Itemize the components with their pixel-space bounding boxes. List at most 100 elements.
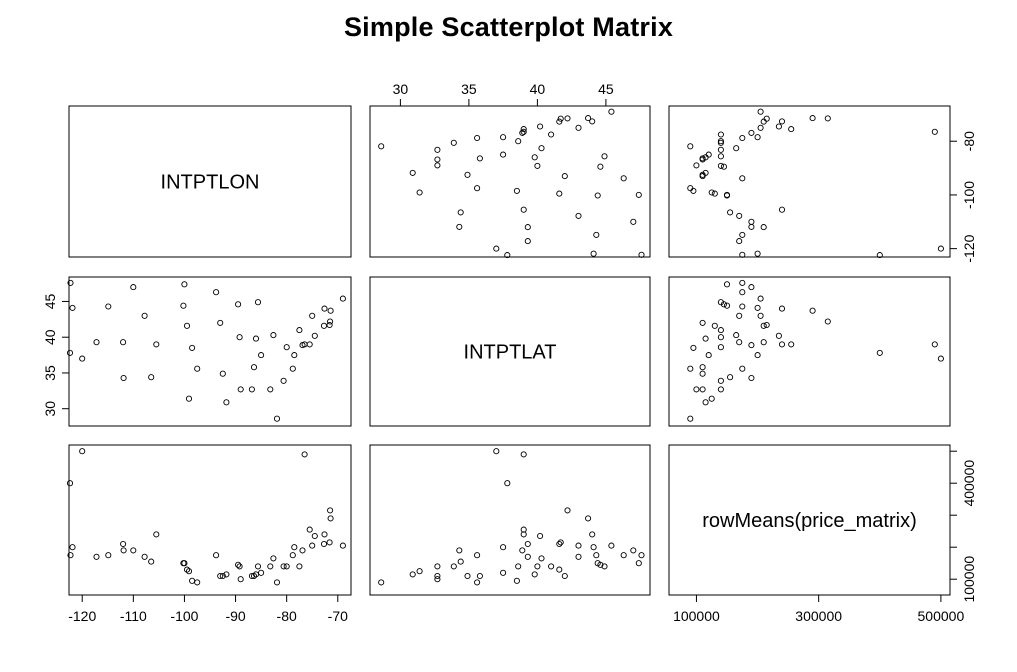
- data-point-r1-c2-1: [876, 349, 883, 356]
- data-point-r1-c0-44: [321, 305, 328, 312]
- data-point-r1-c0-26: [250, 364, 258, 371]
- data-point-r2-c1-45: [564, 507, 571, 514]
- data-point-r0-c2-43: [760, 118, 767, 125]
- data-point-r1-c2-15: [708, 395, 715, 402]
- data-point-r1-c2-44: [778, 305, 786, 312]
- data-point-r1-c0-22: [235, 301, 242, 308]
- diagonal-label-intptlat: INTPTLAT: [464, 342, 557, 364]
- data-point-r0-c2-11: [778, 206, 786, 213]
- data-point-r2-c1-38: [519, 547, 526, 554]
- data-point-r0-c2-23: [717, 162, 724, 169]
- data-point-r0-c2-9: [736, 212, 743, 219]
- data-point-r2-c0-29: [258, 569, 265, 576]
- data-point-r2-c0-30: [267, 563, 274, 570]
- data-point-r2-c1-24: [434, 576, 441, 583]
- data-point-r1-c0-23: [236, 334, 243, 341]
- data-point-r2-c0-0: [67, 552, 74, 559]
- data-point-r1-c2-38: [748, 342, 755, 349]
- data-point-r1-c0-6: [120, 339, 127, 346]
- right-axis-intptlon-tick-label-2: -80: [961, 131, 977, 151]
- data-point-r2-c0-16: [189, 577, 196, 584]
- data-point-r2-c0-43: [320, 540, 328, 548]
- data-point-r2-c0-13: [180, 560, 187, 567]
- data-point-r2-c0-48: [339, 542, 346, 549]
- data-point-r2-c1-21: [409, 571, 416, 578]
- data-point-r1-c2-41: [757, 312, 764, 319]
- data-point-r2-c0-38: [299, 547, 306, 554]
- data-point-r1-c0-8: [130, 284, 137, 291]
- data-point-r2-c1-47: [557, 539, 564, 546]
- data-point-r1-c2-34: [717, 344, 724, 351]
- data-point-r2-c1-36: [500, 544, 507, 551]
- data-point-r2-c0-34: [283, 563, 290, 570]
- data-point-r1-c2-42: [775, 332, 782, 339]
- data-point-r1-c2-10: [727, 374, 734, 381]
- data-point-r0-c2-26: [699, 155, 706, 162]
- data-point-r2-c1-43: [556, 540, 563, 548]
- data-point-r1-c0-3: [79, 355, 86, 362]
- data-point-r0-c2-31: [733, 145, 740, 152]
- data-point-r0-c1-34: [515, 138, 522, 145]
- data-point-r1-c2-40: [788, 341, 795, 348]
- data-point-r1-c2-3: [937, 355, 944, 362]
- data-point-r0-c1-46: [585, 115, 592, 122]
- data-point-r2-c1-6: [524, 540, 531, 548]
- data-point-r0-c1-41: [575, 124, 582, 131]
- data-point-r2-c1-25: [434, 572, 441, 580]
- bottom-axis-price-tick-label-2: 500000: [918, 608, 965, 624]
- data-point-r0-c2-15: [708, 189, 715, 196]
- data-point-r2-c0-44: [321, 531, 328, 538]
- data-point-r2-c0-33: [280, 563, 287, 570]
- data-point-r2-c1-8: [630, 547, 637, 554]
- data-point-r1-c0-48: [339, 295, 346, 302]
- data-point-r2-c0-2: [69, 544, 76, 551]
- right-axis-intptlon-tick-label-1: -100: [961, 181, 977, 209]
- data-point-r0-c1-33: [450, 139, 457, 146]
- data-point-r0-c2-20: [699, 171, 706, 178]
- data-point-r0-c1-25: [434, 156, 441, 163]
- panel-frame-1-0: [68, 276, 352, 427]
- data-point-r1-c0-33: [280, 377, 287, 384]
- panel-frame-0-1: [369, 105, 651, 258]
- data-point-r0-c1-23: [534, 162, 541, 169]
- data-point-r1-c0-31: [270, 332, 277, 339]
- data-point-r0-c1-42: [537, 123, 544, 130]
- data-point-r0-c1-6: [524, 224, 531, 231]
- data-point-r0-c2-34: [717, 138, 724, 145]
- data-point-r2-c0-25: [248, 572, 255, 580]
- data-point-r0-c1-22: [597, 163, 604, 170]
- bottom-axis-price-tick-label-1: 300000: [795, 608, 842, 624]
- data-point-r2-c0-19: [217, 572, 224, 580]
- data-point-r0-c2-3: [937, 245, 944, 252]
- data-point-r1-c2-24: [693, 386, 700, 393]
- data-point-r0-c2-47: [763, 115, 770, 122]
- data-point-r1-c2-30: [717, 386, 724, 393]
- data-point-r2-c0-46: [327, 515, 334, 522]
- data-point-r0-c1-20: [464, 171, 471, 178]
- data-point-r0-c2-1: [876, 252, 883, 259]
- data-point-r0-c1-7: [456, 223, 463, 230]
- data-point-r0-c2-7: [748, 223, 755, 230]
- data-point-r1-c0-24: [237, 386, 244, 393]
- data-point-r1-c0-20: [219, 370, 226, 377]
- data-point-r2-c1-32: [378, 579, 385, 586]
- data-point-r0-c1-0: [638, 251, 645, 258]
- data-point-r1-c2-20: [699, 370, 706, 377]
- data-point-r1-c0-45: [327, 318, 334, 325]
- data-point-r2-c0-35: [289, 552, 296, 559]
- bottom-axis-intptlon-tick-label-1: -110: [120, 608, 147, 624]
- data-point-r0-c1-45: [564, 115, 571, 122]
- data-point-r0-c2-13: [723, 192, 731, 199]
- data-point-r0-c2-24: [693, 162, 700, 169]
- data-point-r1-c2-43: [760, 322, 767, 329]
- data-point-r1-c0-13: [180, 302, 187, 309]
- data-point-r0-c2-44: [778, 118, 786, 125]
- data-point-r0-c1-47: [557, 115, 564, 122]
- data-point-r0-c1-17: [474, 185, 481, 192]
- data-point-r2-c1-16: [513, 577, 520, 584]
- data-point-r0-c2-2: [754, 250, 761, 257]
- data-point-r0-c2-35: [739, 134, 746, 142]
- data-point-r2-c1-1: [504, 480, 511, 487]
- data-point-r2-c1-37: [548, 563, 555, 570]
- data-point-r2-c0-23: [236, 563, 243, 570]
